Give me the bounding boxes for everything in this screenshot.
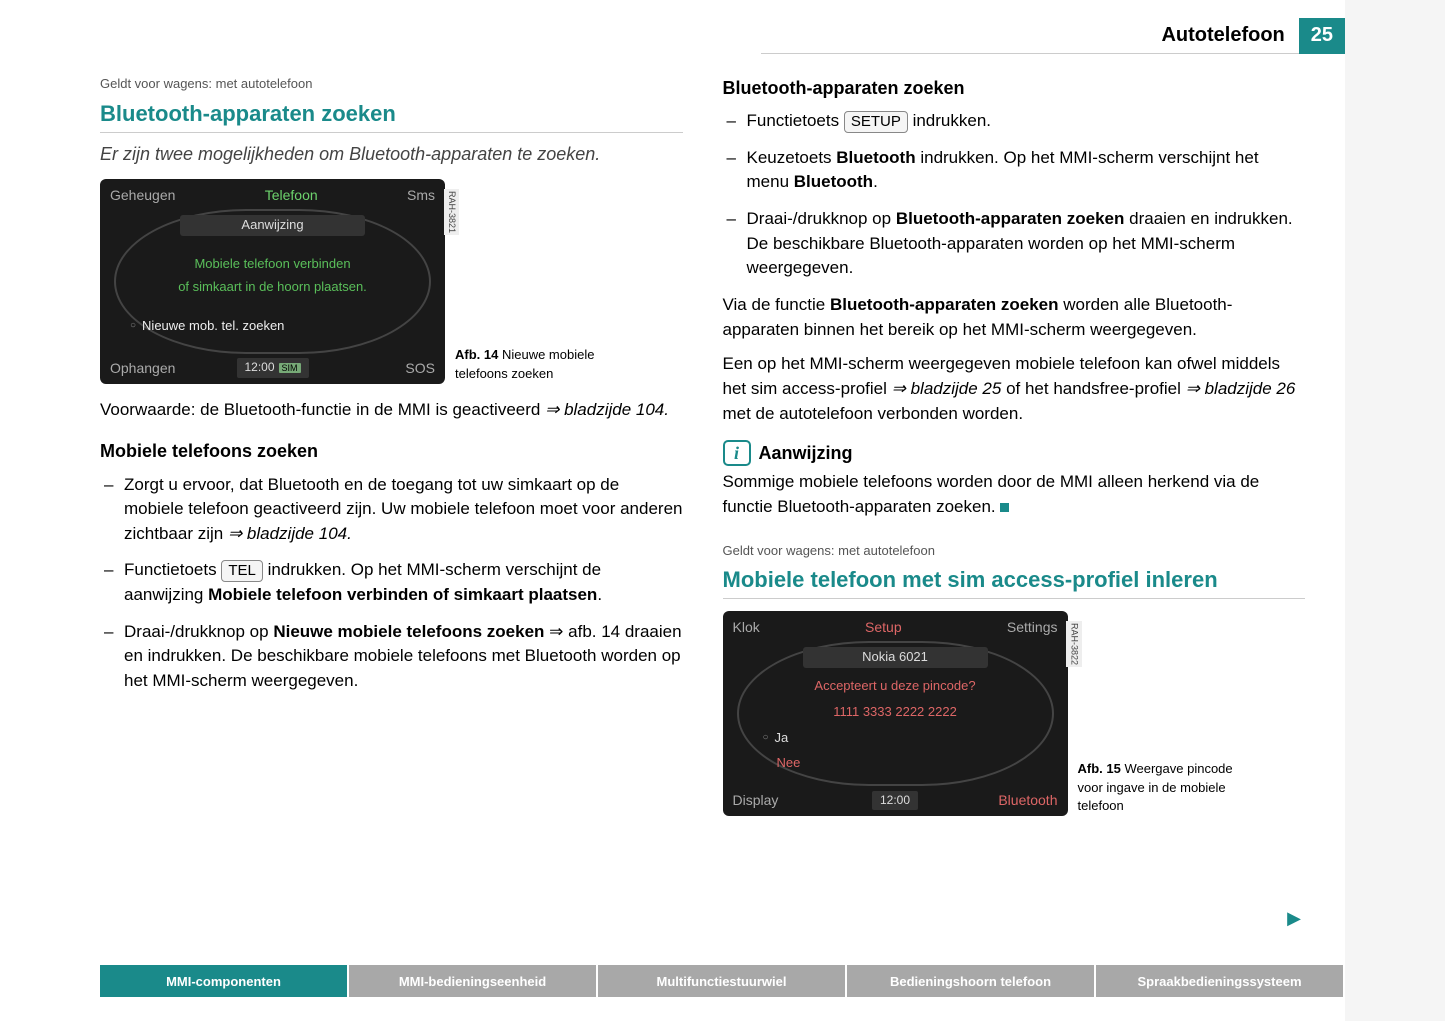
fig15-caption: Afb. 15 Weergave pincode voor ingave in … xyxy=(1078,760,1258,817)
step-text: . xyxy=(597,585,602,604)
mmi-option-nee: Nee xyxy=(763,754,801,773)
left-column: Geldt voor wagens: met autotelefoon Blue… xyxy=(100,75,683,931)
step-text: Draai-/drukknop op xyxy=(747,209,896,228)
bold-text: Bluetooth-apparaten zoeken xyxy=(830,295,1059,314)
info-body: Sommige mobiele telefoons worden door de… xyxy=(723,472,1260,516)
end-marker xyxy=(1000,503,1009,512)
para-text: of het handsfree-profiel xyxy=(1001,379,1185,398)
right-column: Bluetooth-apparaten zoeken Functietoets … xyxy=(723,75,1306,931)
list-item: Draai-/drukknop op Nieuwe mobiele telefo… xyxy=(100,620,683,694)
setup-key: SETUP xyxy=(844,111,908,133)
precondition: Voorwaarde: de Bluetooth-functie in de M… xyxy=(100,398,683,423)
section-title: Mobiele telefoon met sim access-profiel … xyxy=(723,564,1306,599)
precond-text: Voorwaarde: de Bluetooth-functie in de M… xyxy=(100,400,545,419)
list-item: Functietoets TEL indrukken. Op het MMI-s… xyxy=(100,558,683,607)
step-text: indrukken. xyxy=(908,111,991,130)
fig-ref: RAH-3821 xyxy=(444,189,459,235)
list-item: Zorgt u ervoor, dat Bluetooth en de toeg… xyxy=(100,473,683,547)
step-text: Draai-/drukknop op xyxy=(124,622,273,641)
info-text: Sommige mobiele telefoons worden door de… xyxy=(723,470,1306,519)
step-text: Keuzetoets xyxy=(747,148,837,167)
mmi-screen-14: RAH-3821 Geheugen Telefoon Sms Aanwijzin… xyxy=(100,179,445,384)
header-title: Autotelefoon xyxy=(761,18,1298,54)
applies-note: Geldt voor wagens: met autotelefoon xyxy=(723,542,1306,561)
arrow-ref xyxy=(549,622,568,641)
step-text: Zorgt u ervoor, dat Bluetooth en de toeg… xyxy=(124,475,683,543)
paragraph: Via de functie Bluetooth-apparaten zoeke… xyxy=(723,293,1306,342)
page-number: 25 xyxy=(1299,18,1345,54)
mmi-line: 1111 3333 2222 2222 xyxy=(723,703,1068,722)
mmi-bot-right: SOS xyxy=(405,358,435,378)
fig-num: Afb. 14 xyxy=(455,347,498,362)
step-text: . xyxy=(873,172,878,191)
bold-text: Nieuwe mobiele telefoons zoeken xyxy=(273,622,544,641)
page-ref: bladzijde 104. xyxy=(228,524,352,543)
continue-arrow-icon: ▶ xyxy=(1287,908,1301,929)
mmi-bot-right: Bluetooth xyxy=(998,790,1057,810)
fig-ref: RAH-3822 xyxy=(1066,621,1081,667)
tab-voice-control[interactable]: Spraakbedieningssysteem xyxy=(1096,965,1345,997)
tab-steering-wheel[interactable]: Multifunctiestuurwiel xyxy=(598,965,847,997)
mmi-body: Mobiele telefoon verbinden of simkaart i… xyxy=(140,251,405,301)
fig-num: Afb. 15 xyxy=(1078,761,1121,776)
step-text: Functietoets xyxy=(747,111,844,130)
mmi-top-right: Sms xyxy=(407,185,435,205)
steps-list: Zorgt u ervoor, dat Bluetooth en de toeg… xyxy=(100,473,683,694)
sub-heading: Bluetooth-apparaten zoeken xyxy=(723,75,1306,101)
bold-text: Bluetooth xyxy=(794,172,873,191)
tab-mmi-unit[interactable]: MMI-bedieningseenheid xyxy=(349,965,598,997)
list-item: Draai-/drukknop op Bluetooth-apparaten z… xyxy=(723,207,1306,281)
fig14-caption: Afb. 14 Nieuwe mobiele telefoons zoeken xyxy=(455,346,635,384)
tel-key: TEL xyxy=(221,560,263,582)
mmi-line: Mobiele telefoon verbinden xyxy=(140,255,405,274)
footer-tabs: MMI-componenten MMI-bedieningseenheid Mu… xyxy=(100,965,1345,997)
mmi-line: Accepteert u deze pincode? xyxy=(723,677,1068,696)
mmi-banner: Aanwijzing xyxy=(180,215,365,236)
mmi-selected: Nieuwe mob. tel. zoeken xyxy=(130,317,415,336)
list-item: Functietoets SETUP indrukken. xyxy=(723,109,1306,134)
step-text: Functietoets xyxy=(124,560,221,579)
mmi-line: of simkaart in de hoorn plaatsen. xyxy=(140,278,405,297)
page-header: Autotelefoon 25 xyxy=(761,18,1345,54)
option-label: Ja xyxy=(775,729,789,748)
figure-15: RAH-3822 Klok Setup Settings Nokia 6021 … xyxy=(723,611,1306,816)
bold-text: Bluetooth xyxy=(836,148,915,167)
page-ref: bladzijde 26 xyxy=(1186,379,1296,398)
tab-handset[interactable]: Bedieningshoorn telefoon xyxy=(847,965,1096,997)
para-text: Via de functie xyxy=(723,295,830,314)
steps-list: Functietoets SETUP indrukken. Keuzetoets… xyxy=(723,109,1306,281)
page-ref: bladzijde 104. xyxy=(545,400,669,419)
list-item: Keuzetoets Bluetooth indrukken. Op het M… xyxy=(723,146,1306,195)
info-heading: i Aanwijzing xyxy=(723,440,1306,466)
page-ref: bladzijde 25 xyxy=(892,379,1002,398)
mmi-selected-label: Nieuwe mob. tel. zoeken xyxy=(142,317,284,336)
intro-text: Er zijn twee mogelijkheden om Bluetooth-… xyxy=(100,141,683,167)
mmi-top-left: Klok xyxy=(733,617,760,637)
figure-14: RAH-3821 Geheugen Telefoon Sms Aanwijzin… xyxy=(100,179,683,384)
bold-text: Bluetooth-apparaten zoeken xyxy=(896,209,1125,228)
info-label: Aanwijzing xyxy=(759,440,853,466)
mmi-top-left: Geheugen xyxy=(110,185,175,205)
mmi-bot-left: Ophangen xyxy=(110,358,175,378)
applies-note: Geldt voor wagens: met autotelefoon xyxy=(100,75,683,94)
mmi-top-center: Telefoon xyxy=(265,185,318,205)
sub-heading: Mobiele telefoons zoeken xyxy=(100,438,683,464)
mmi-screen-15: RAH-3822 Klok Setup Settings Nokia 6021 … xyxy=(723,611,1068,816)
mmi-top-center: Setup xyxy=(865,617,902,637)
paragraph: Een op het MMI-scherm weergegeven mobiel… xyxy=(723,352,1306,426)
mmi-option-ja: Ja xyxy=(763,729,801,748)
mmi-top-right: Settings xyxy=(1007,617,1058,637)
section-title: Bluetooth-apparaten zoeken xyxy=(100,98,683,133)
tab-mmi-components[interactable]: MMI-componenten xyxy=(100,965,349,997)
mmi-options: Ja Nee xyxy=(763,729,801,773)
mmi-bot-left: Display xyxy=(733,790,779,810)
para-text: met de autotelefoon verbonden worden. xyxy=(723,404,1024,423)
bold-text: Mobiele telefoon verbinden of simkaart p… xyxy=(208,585,597,604)
mmi-banner: Nokia 6021 xyxy=(803,647,988,668)
info-icon: i xyxy=(723,440,751,466)
